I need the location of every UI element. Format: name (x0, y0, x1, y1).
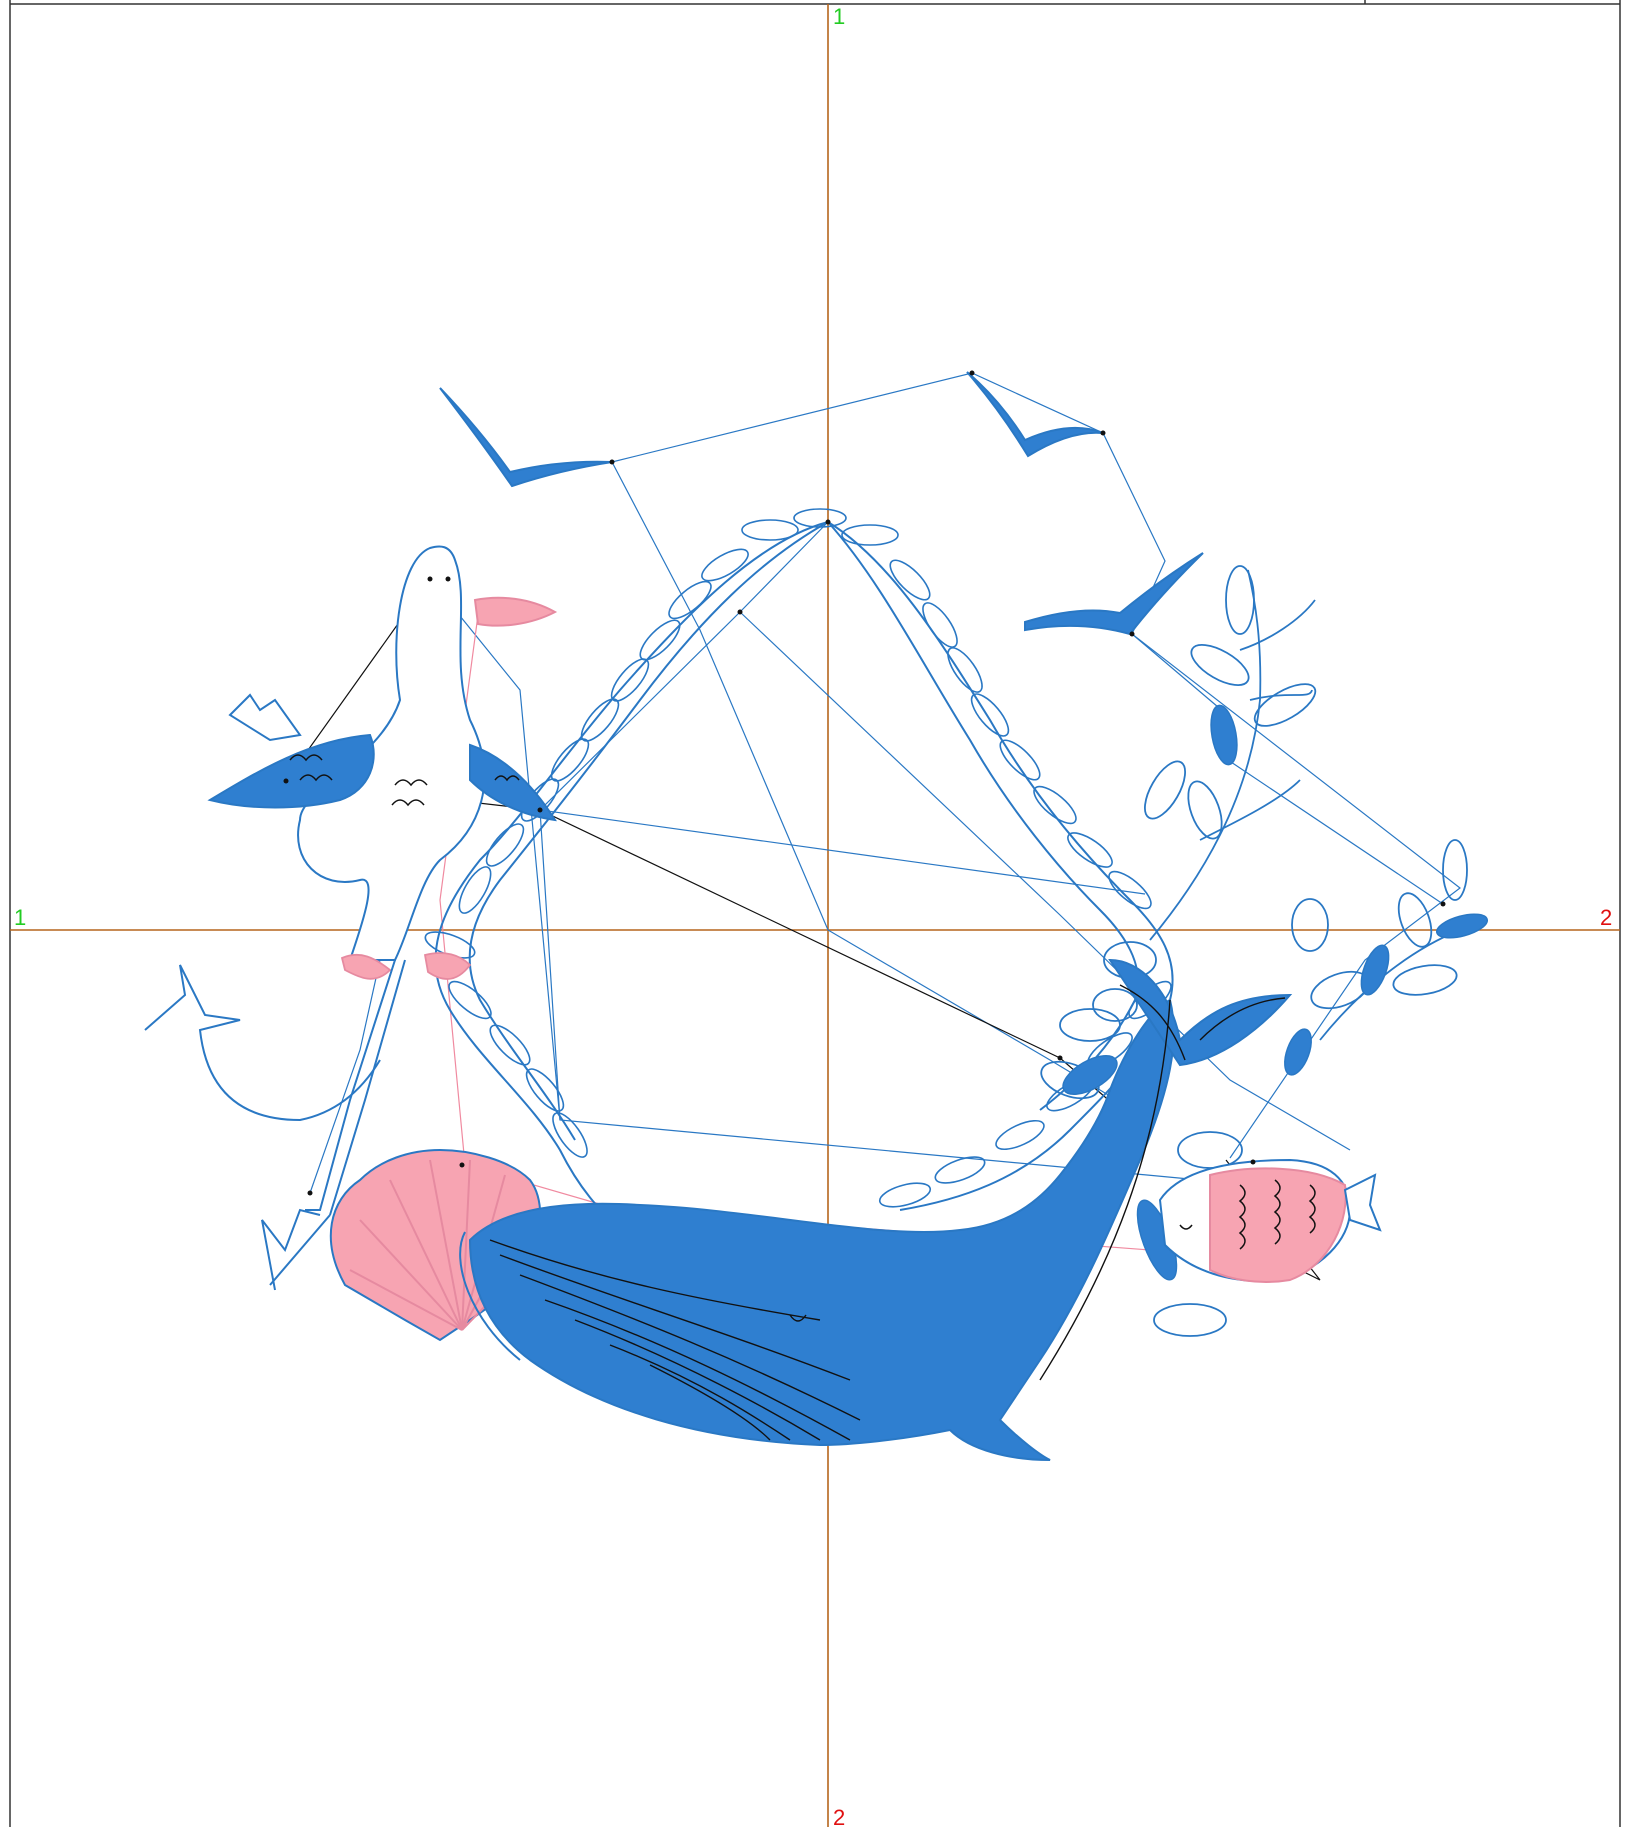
horizontal-guide-label-left: 1 (14, 905, 26, 930)
blue-leaf-fills (1062, 704, 1488, 1281)
hoop-frame (9, 0, 1621, 1827)
seagull-2 (966, 371, 1104, 458)
stitch-points (283, 370, 1446, 1196)
seagull-1 (439, 387, 613, 488)
fish (1158, 1158, 1382, 1283)
center-guides (10, 4, 1620, 1827)
horizontal-guide-label-right: 2 (1600, 905, 1612, 930)
seagull-3 (1024, 552, 1204, 636)
vertical-guide-label-top: 1 (833, 4, 845, 29)
rope-wreath (424, 508, 1174, 1231)
pelican (207, 545, 558, 980)
whale (459, 958, 1293, 1461)
anchor (144, 959, 406, 1291)
vertical-guide-label-bottom: 2 (833, 1805, 845, 1827)
